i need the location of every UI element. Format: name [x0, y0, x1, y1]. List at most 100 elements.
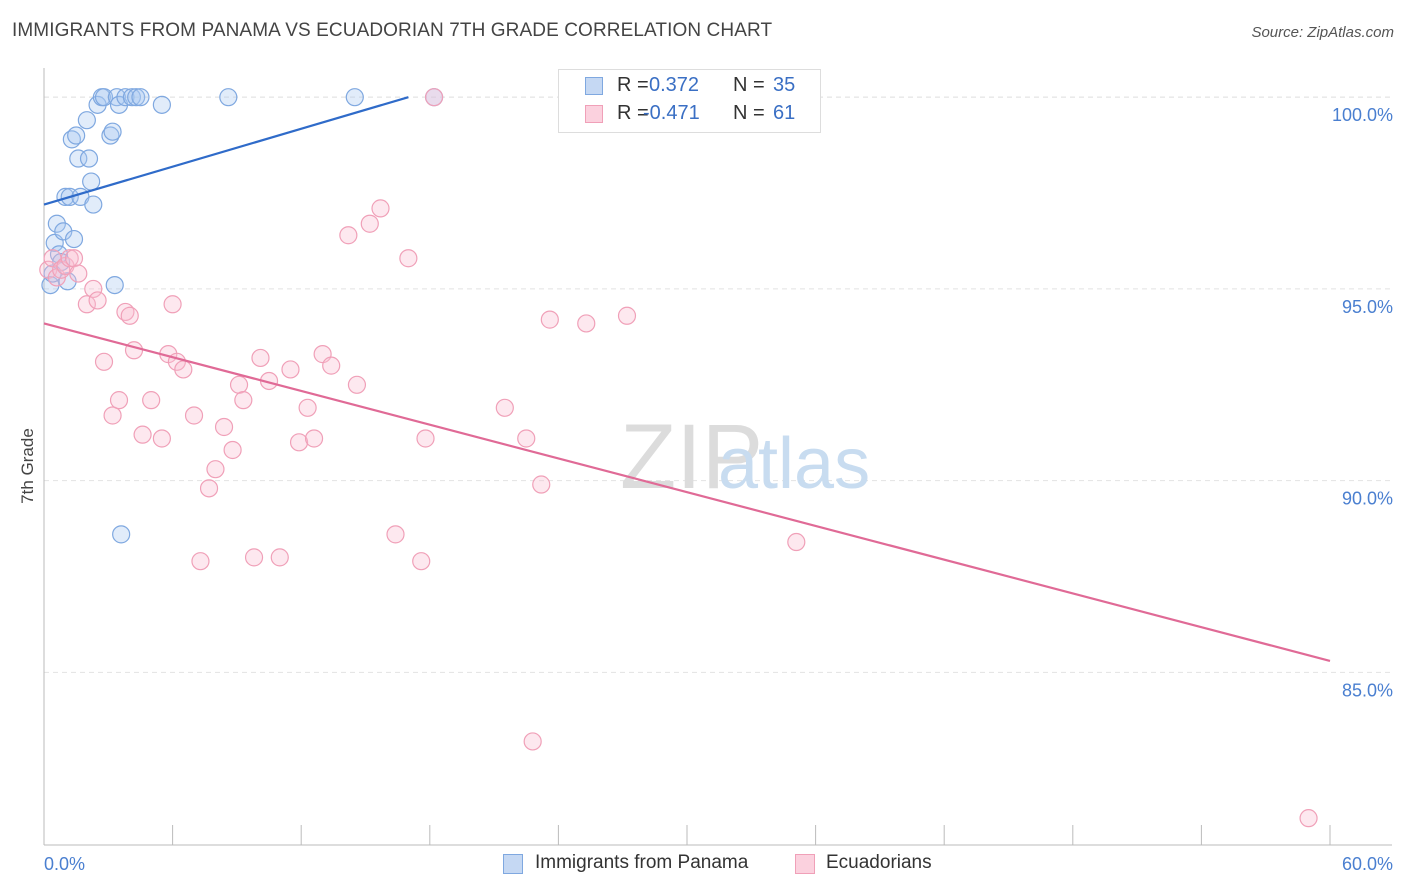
axes	[43, 68, 1392, 846]
n-label: N =	[733, 74, 765, 96]
point-ecuadorians	[223, 440, 242, 460]
y-tick-label: 95.0%	[1342, 297, 1393, 317]
point-panama	[79, 149, 99, 168]
point-ecuadorians	[64, 249, 84, 268]
point-ecuadorians	[142, 391, 161, 410]
point-ecuadorians	[191, 552, 210, 571]
point-ecuadorians	[163, 295, 182, 314]
point-panama	[82, 172, 101, 191]
legend-label-panama: Immigrants from Panama	[535, 852, 749, 873]
point-panama	[69, 149, 88, 168]
point-ecuadorians	[109, 391, 129, 410]
r-label: R =	[617, 74, 649, 96]
x-tick-label-max: 60.0%	[1342, 854, 1393, 874]
point-ecuadorians	[360, 214, 379, 233]
point-ecuadorians	[495, 398, 514, 417]
point-ecuadorians	[412, 552, 431, 571]
point-panama	[345, 88, 364, 107]
stats-legend: R = 0.372 N = 35 R = -0.471 N = 61	[558, 69, 821, 133]
point-panama	[84, 195, 103, 214]
point-ecuadorians	[424, 88, 444, 107]
point-ecuadorians	[229, 375, 249, 394]
point-panama	[131, 88, 150, 107]
point-ecuadorians	[69, 264, 88, 283]
r-value: 0.372	[649, 74, 700, 96]
point-ecuadorians	[270, 548, 289, 567]
point-ecuadorians	[103, 406, 122, 425]
point-ecuadorians	[532, 475, 551, 494]
point-ecuadorians	[184, 406, 204, 425]
trend-lines	[43, 96, 1331, 662]
x-tick-label-min: 0.0%	[44, 854, 85, 874]
point-panama	[105, 275, 124, 295]
point-ecuadorians	[133, 425, 152, 444]
point-panama	[103, 122, 122, 141]
point-panama	[64, 229, 84, 249]
point-ecuadorians	[174, 360, 193, 379]
r-value: -0.471	[643, 102, 700, 124]
chart-title: IMMIGRANTS FROM PANAMA VS ECUADORIAN 7TH…	[12, 20, 773, 41]
point-ecuadorians	[386, 525, 405, 544]
data-points	[39, 88, 1318, 828]
point-ecuadorians	[289, 433, 309, 452]
n-value: 35	[773, 74, 796, 96]
point-ecuadorians	[60, 249, 79, 268]
watermark: ZIP atlas	[620, 406, 870, 508]
point-ecuadorians	[787, 532, 806, 552]
point-ecuadorians	[199, 479, 219, 498]
point-ecuadorians	[517, 429, 536, 448]
stats-row-ecuadorians: R = -0.471 N = 61	[559, 102, 820, 128]
point-ecuadorians	[88, 291, 107, 310]
r-label: R =	[617, 102, 649, 124]
n-label: N =	[733, 102, 765, 124]
watermark-atlas: atlas	[718, 424, 870, 504]
point-ecuadorians	[416, 429, 435, 448]
y-tick-label: 85.0%	[1342, 680, 1393, 700]
point-ecuadorians	[617, 306, 637, 325]
point-ecuadorians	[120, 306, 139, 325]
point-ecuadorians	[206, 460, 225, 479]
point-ecuadorians	[77, 295, 96, 314]
point-ecuadorians	[399, 249, 418, 268]
point-ecuadorians	[251, 348, 270, 368]
point-ecuadorians	[281, 360, 300, 379]
point-ecuadorians	[371, 199, 390, 218]
point-panama	[219, 88, 238, 107]
point-panama	[56, 187, 75, 206]
point-ecuadorians	[152, 429, 171, 448]
point-panama	[67, 126, 86, 145]
point-panama	[94, 88, 114, 107]
trend-line-ecuadorians	[43, 322, 1331, 662]
y-tick-label: 90.0%	[1342, 489, 1393, 509]
point-ecuadorians	[304, 429, 324, 448]
point-ecuadorians	[84, 279, 103, 299]
y-tick-label: 100.0%	[1332, 105, 1393, 125]
legend-swatch-panama	[503, 854, 523, 874]
point-ecuadorians	[577, 314, 596, 333]
point-ecuadorians	[322, 356, 341, 375]
point-ecuadorians	[347, 375, 367, 394]
point-ecuadorians	[214, 417, 234, 437]
point-ecuadorians	[124, 341, 144, 360]
swatch-ecuadorians	[585, 105, 603, 123]
tick-labels: 85.0% 90.0% 95.0% 100.0% 0.0% 60.0%	[44, 105, 1393, 874]
point-ecuadorians	[244, 548, 264, 567]
point-ecuadorians	[523, 732, 542, 751]
point-panama	[116, 88, 135, 107]
point-ecuadorians	[94, 352, 114, 371]
point-panama	[112, 525, 131, 544]
stats-row-panama: R = 0.372 N = 35	[559, 74, 820, 100]
point-panama	[127, 88, 146, 107]
point-panama	[77, 111, 96, 130]
swatch-panama	[585, 77, 603, 95]
n-value: 61	[773, 102, 796, 124]
legend-label-ecuadorians: Ecuadorians	[826, 852, 932, 873]
point-ecuadorians	[298, 398, 317, 417]
watermark-zip: ZIP	[620, 406, 763, 508]
legend-swatch-ecuadorians	[795, 854, 815, 874]
point-panama	[152, 95, 171, 114]
source-label: Source: ZipAtlas.com	[1251, 24, 1394, 41]
point-ecuadorians	[540, 310, 559, 329]
trend-line-panama	[43, 96, 409, 206]
